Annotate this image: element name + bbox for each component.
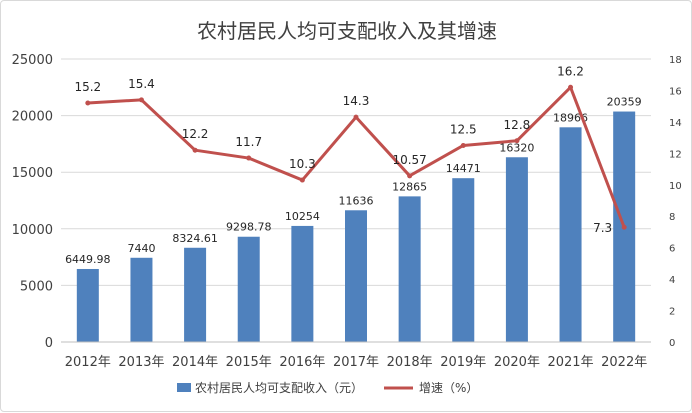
bar [237,236,260,342]
y-right-tick-label: 14 [669,118,682,129]
growth-point [407,173,413,179]
x-tick-label: 2019年 [440,355,486,370]
growth-value-label: 12.2 [182,127,209,141]
bar-value-label: 8324.61 [172,232,218,245]
x-tick-label: 2013年 [118,355,164,370]
growth-point [246,155,252,161]
y-right-tick-label: 4 [669,275,675,286]
bar [291,225,314,342]
bar-series: 6449.98 7440 8324.61 9298.78 10254 11636 12865… [65,96,642,343]
growth-point [299,177,305,183]
bar-value-label: 7440 [127,242,155,255]
y-axis-left: 0 5000 10000 15000 20000 25000 [12,53,53,351]
y-left-tick-label: 5000 [20,279,53,294]
bar-value-label: 9298.78 [226,221,272,234]
bar-value-label: 11636 [339,194,374,207]
x-tick-label: 2012年 [65,355,111,370]
bar-value-label: 12865 [392,180,427,193]
growth-point [353,114,359,120]
y-left-tick-label: 15000 [12,166,53,181]
y-left-tick-label: 20000 [12,110,53,125]
x-axis: 2012年 2013年 2014年 2015年 2016年 2017年 2018年 2019年… [61,341,651,370]
x-tick-label: 2016年 [279,355,325,370]
growth-value-label: 10.3 [289,157,316,171]
y-right-tick-label: 12 [669,149,682,160]
growth-point [621,224,627,230]
line-series: 15.2 15.4 12.2 11.7 10.3 14.3 10.57 12.5 12.8 16.… [74,64,627,235]
x-tick-label: 2021年 [547,355,593,370]
x-tick-label: 2022年 [601,355,647,370]
bar [76,268,99,342]
y-axis-right: 0 2 4 6 8 10 12 14 16 18 [669,55,682,349]
chart-title: 农村居民人均可支配收入及其增速 [197,19,497,43]
x-tick-label: 2015年 [226,355,272,370]
growth-point [85,100,91,106]
bar-value-label: 18966 [553,111,588,124]
y-left-tick-label: 25000 [12,53,53,68]
growth-point [460,142,466,148]
growth-value-label: 7.3 [593,221,612,235]
legend: 农村居民人均可支配收入（元） 增速（%） [177,381,478,395]
y-right-tick-label: 10 [669,181,682,192]
bar-value-label: 16320 [499,141,534,154]
bar-value-label: 6449.98 [65,253,111,266]
y-right-tick-label: 0 [669,338,675,349]
bar [345,210,367,342]
x-tick-label: 2014年 [172,355,218,370]
growth-value-label: 11.7 [235,135,262,149]
bar [505,157,528,342]
growth-value-label: 15.2 [74,80,101,94]
y-right-tick-label: 2 [669,307,675,318]
bar [130,257,153,342]
y-right-tick-label: 18 [669,55,682,66]
growth-value-label: 14.3 [343,94,370,108]
bar [184,247,207,342]
growth-value-label: 10.57 [392,153,426,167]
x-tick-label: 2017年 [333,355,379,370]
y-right-tick-label: 6 [669,244,675,255]
growth-point [514,138,520,144]
y-right-tick-label: 16 [669,86,682,97]
growth-value-label: 15.4 [128,77,155,91]
growth-value-label: 16.2 [557,64,584,78]
growth-value-label: 12.5 [450,122,477,136]
bar [452,178,475,342]
legend-label-income: 农村居民人均可支配收入（元） [195,381,363,395]
bar-value-label: 10254 [285,210,320,223]
y-right-tick-label: 8 [669,212,675,223]
growth-value-label: 12.8 [504,118,531,132]
x-tick-label: 2020年 [494,355,540,370]
bar [559,127,582,343]
y-left-tick-label: 0 [45,336,53,351]
growth-point [192,147,198,153]
legend-swatch-income [177,383,191,392]
growth-point [138,97,144,103]
bar-value-label: 20359 [607,96,642,109]
bar-value-label: 14471 [446,162,481,175]
bar [398,196,421,342]
growth-point [568,84,574,90]
legend-label-growth: 增速（%） [419,381,478,395]
y-left-tick-label: 10000 [12,223,53,238]
x-tick-label: 2018年 [387,355,433,370]
